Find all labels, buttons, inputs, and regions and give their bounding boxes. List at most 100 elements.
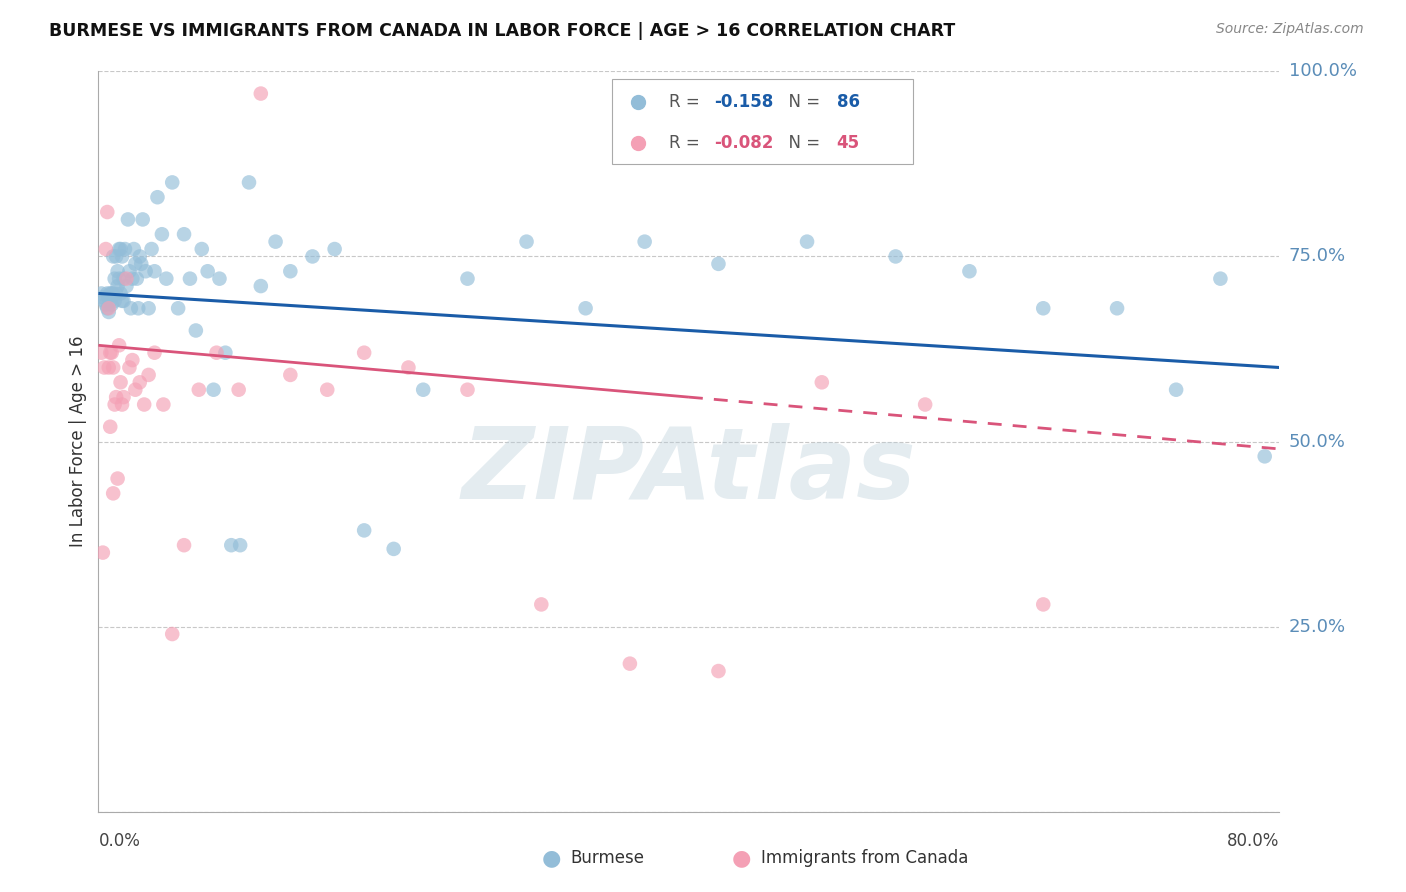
Point xyxy=(382,541,405,556)
Point xyxy=(120,301,142,316)
Point xyxy=(115,271,138,285)
Point xyxy=(353,345,375,359)
Text: 80.0%: 80.0% xyxy=(1227,832,1279,850)
Point xyxy=(124,257,146,271)
Point xyxy=(530,598,553,612)
Point xyxy=(456,383,478,397)
Text: R =: R = xyxy=(669,134,704,152)
Point xyxy=(456,271,478,285)
Point xyxy=(707,664,730,678)
Point xyxy=(104,397,127,411)
Point xyxy=(197,264,219,278)
Point xyxy=(107,279,129,293)
Point xyxy=(202,383,225,397)
Point xyxy=(152,397,174,411)
Point xyxy=(515,235,537,249)
Point xyxy=(105,390,128,404)
Point xyxy=(97,301,120,316)
Point xyxy=(633,235,655,249)
Point xyxy=(214,345,236,359)
Point xyxy=(100,286,122,301)
Y-axis label: In Labor Force | Age > 16: In Labor Force | Age > 16 xyxy=(69,335,87,548)
Point xyxy=(619,657,641,671)
Point xyxy=(98,419,121,434)
Point xyxy=(93,360,115,375)
Point xyxy=(115,279,138,293)
Point xyxy=(129,257,152,271)
Point xyxy=(96,205,118,219)
Point xyxy=(278,368,302,382)
Point xyxy=(278,264,302,278)
Point xyxy=(90,286,112,301)
Point xyxy=(162,175,183,190)
Point xyxy=(150,227,173,242)
Point xyxy=(187,383,209,397)
Text: ●: ● xyxy=(731,848,751,868)
Point xyxy=(124,383,146,397)
Point xyxy=(173,227,195,242)
Text: ●: ● xyxy=(541,848,561,868)
Text: BURMESE VS IMMIGRANTS FROM CANADA IN LABOR FORCE | AGE > 16 CORRELATION CHART: BURMESE VS IMMIGRANTS FROM CANADA IN LAB… xyxy=(49,22,956,40)
Point xyxy=(707,257,730,271)
Point xyxy=(121,353,143,368)
Point xyxy=(107,264,129,278)
Point xyxy=(108,271,131,285)
Point xyxy=(93,293,115,308)
Point xyxy=(100,297,122,311)
Text: N =: N = xyxy=(778,93,825,111)
Point xyxy=(208,271,231,285)
Text: 50.0%: 50.0% xyxy=(1289,433,1346,450)
Point xyxy=(103,360,125,375)
Point xyxy=(396,360,419,375)
Point xyxy=(111,250,134,264)
Point xyxy=(250,279,273,293)
Point xyxy=(155,271,177,285)
Point xyxy=(959,264,981,278)
Point xyxy=(1386,286,1406,301)
Point xyxy=(219,538,242,552)
Point xyxy=(1032,301,1054,316)
Point xyxy=(111,397,134,411)
Point xyxy=(353,524,375,538)
Text: R =: R = xyxy=(669,93,704,111)
Point xyxy=(143,345,166,359)
Point xyxy=(108,338,131,352)
Point xyxy=(112,390,135,404)
Text: -0.158: -0.158 xyxy=(714,93,773,111)
Point xyxy=(105,286,128,301)
Point xyxy=(128,250,150,264)
Point xyxy=(94,297,117,311)
Point xyxy=(112,293,135,308)
Point xyxy=(205,345,228,359)
Point xyxy=(114,242,136,256)
Text: Burmese: Burmese xyxy=(571,849,645,867)
Point xyxy=(146,190,169,204)
Point xyxy=(104,293,127,308)
Point xyxy=(134,397,156,411)
Point xyxy=(138,301,160,316)
Point xyxy=(103,286,125,301)
Text: 100.0%: 100.0% xyxy=(1289,62,1357,80)
Point xyxy=(98,286,121,301)
Point xyxy=(167,301,190,316)
Point xyxy=(96,301,118,316)
Point xyxy=(323,242,346,256)
Point xyxy=(97,360,120,375)
Text: Source: ZipAtlas.com: Source: ZipAtlas.com xyxy=(1216,22,1364,37)
Text: ZIPAtlas: ZIPAtlas xyxy=(461,423,917,520)
Point xyxy=(97,290,120,304)
Text: 0.0%: 0.0% xyxy=(98,832,141,850)
Point xyxy=(884,250,907,264)
Point xyxy=(121,271,143,285)
Point xyxy=(173,538,195,552)
Text: 25.0%: 25.0% xyxy=(1289,617,1346,636)
Point xyxy=(127,301,149,316)
Point xyxy=(100,345,122,359)
Point xyxy=(1254,450,1277,464)
Point xyxy=(1164,383,1187,397)
Point xyxy=(1298,242,1320,256)
Point xyxy=(1209,271,1232,285)
Point xyxy=(796,235,818,249)
Point xyxy=(96,286,118,301)
Point xyxy=(122,242,145,256)
